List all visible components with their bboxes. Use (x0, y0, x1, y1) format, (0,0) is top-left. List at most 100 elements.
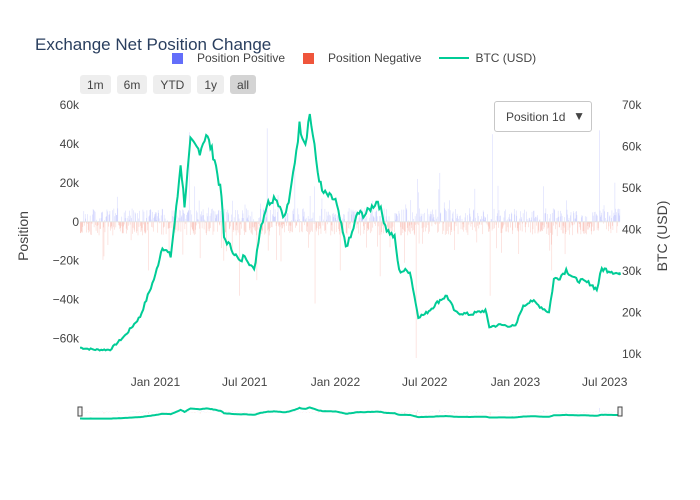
dropdown-selected: Position 1d (506, 109, 566, 124)
yr-tick-30k: 30k (622, 264, 642, 278)
position-positive-bar (443, 202, 445, 222)
position-negative-bar (556, 221, 558, 237)
position-positive-bar (302, 208, 304, 222)
position-positive-bar (188, 211, 190, 222)
range-button-1m[interactable]: 1m (80, 75, 111, 94)
position-positive-bar (202, 209, 204, 222)
range-slider-handle-left[interactable] (77, 406, 83, 417)
position-positive-bar (519, 218, 520, 222)
position-negative-bar (392, 221, 393, 232)
position-positive-bar (130, 215, 131, 222)
position-negative-bar (514, 221, 516, 228)
position-positive-bar (293, 214, 294, 222)
position-positive-bar (515, 210, 517, 222)
position-negative-bar (580, 221, 582, 235)
legend-item-position-positive[interactable]: Position Positive (172, 51, 285, 65)
position-negative-bar (138, 221, 140, 227)
position-negative-bar (411, 221, 413, 232)
range-button-ytd[interactable]: YTD (153, 75, 192, 94)
position-positive-bar (216, 215, 217, 222)
position-positive-bar (475, 217, 476, 222)
position-negative-bar (278, 221, 280, 225)
position-negative-bar (206, 221, 207, 236)
position-positive-bar (243, 218, 244, 222)
position-positive-bar (200, 216, 202, 222)
position-positive-bar (204, 219, 205, 222)
range-slider-bar (106, 411, 108, 412)
position-negative-bar (132, 221, 134, 228)
position-positive-bar (117, 208, 119, 222)
position-negative-bar (460, 221, 462, 230)
position-negative-bar (161, 221, 162, 235)
position-positive-bar (566, 200, 567, 222)
range-slider-bar (171, 411, 173, 412)
position-positive-bar (398, 210, 400, 222)
position-positive-bar (584, 216, 586, 222)
x-tick-jan-2022: Jan 2022 (311, 375, 361, 389)
position-negative-bar (271, 221, 273, 228)
range-button-all[interactable]: all (230, 75, 257, 94)
position-negative-bar (548, 221, 550, 236)
range-slider-bar (232, 411, 233, 412)
position-negative-bar (279, 221, 281, 227)
position-negative-bar (451, 221, 452, 232)
position-positive-bar (526, 211, 527, 222)
position-positive-bar (215, 218, 216, 222)
position-positive-bar (354, 211, 355, 222)
position-positive-bar (406, 209, 408, 222)
position-positive-bar (353, 211, 354, 222)
position-positive-bar (490, 219, 492, 222)
position-positive-bar (472, 219, 474, 222)
position-positive-bar (570, 215, 571, 222)
position-positive-bar (593, 212, 595, 222)
range-button-1y[interactable]: 1y (197, 75, 225, 94)
position-positive-bar (247, 217, 248, 222)
range-slider-btc-line (80, 406, 621, 420)
position-positive-bar (555, 218, 557, 222)
position-negative-bar (364, 221, 365, 230)
position-negative-bar (327, 221, 328, 225)
legend-item-btc-usd[interactable]: BTC (USD) (439, 51, 536, 65)
position-positive-bar (469, 213, 471, 222)
legend-item-position-negative[interactable]: Position Negative (303, 51, 421, 65)
position-negative-bar (455, 221, 457, 227)
yl-tick-0: 0 (72, 215, 79, 229)
range-slider-bar (401, 412, 402, 413)
range-slider-handle-right[interactable] (617, 406, 623, 417)
x-tick-jan-2023: Jan 2023 (491, 375, 541, 389)
btc-price-line[interactable] (79, 113, 621, 352)
position-negative-bar (292, 221, 293, 233)
position-negative-bar (409, 221, 411, 234)
position-negative-bar (392, 221, 394, 227)
position-positive-bar (417, 178, 418, 222)
position-positive-bar (305, 217, 307, 222)
position-positive-bar (121, 216, 123, 222)
position-positive-bar (113, 208, 115, 222)
position-positive-bar (604, 211, 605, 222)
position-negative-bar (180, 221, 182, 232)
position-positive-bar (228, 212, 230, 222)
position-negative-bar (500, 221, 502, 234)
position-negative-bar (390, 221, 392, 229)
position-negative-bar (322, 221, 324, 226)
position-negative-bar (259, 221, 261, 226)
position-positive-bar (87, 214, 88, 222)
position-negative-bar (276, 221, 278, 224)
range-slider-bar (449, 411, 451, 412)
position-positive-bar (185, 218, 187, 222)
position-negative-bar (400, 221, 401, 236)
position-negative-bar (564, 221, 566, 255)
position-negative-bar (345, 221, 347, 233)
range-button-6m[interactable]: 6m (116, 75, 148, 94)
yr-tick-50k: 50k (622, 181, 642, 195)
position-negative-bar (540, 221, 541, 232)
position-negative-bar (130, 221, 132, 241)
range-slider-bar (235, 411, 236, 412)
yr-tick-40k: 40k (622, 222, 642, 236)
range-slider[interactable] (77, 405, 623, 420)
position-dropdown[interactable]: Position 1d ▼ (494, 101, 592, 132)
position-positive-bar (153, 214, 155, 222)
position-negative-bar (429, 221, 430, 232)
legend-label-positive: Position Positive (197, 51, 286, 65)
position-negative-bar (219, 221, 220, 225)
